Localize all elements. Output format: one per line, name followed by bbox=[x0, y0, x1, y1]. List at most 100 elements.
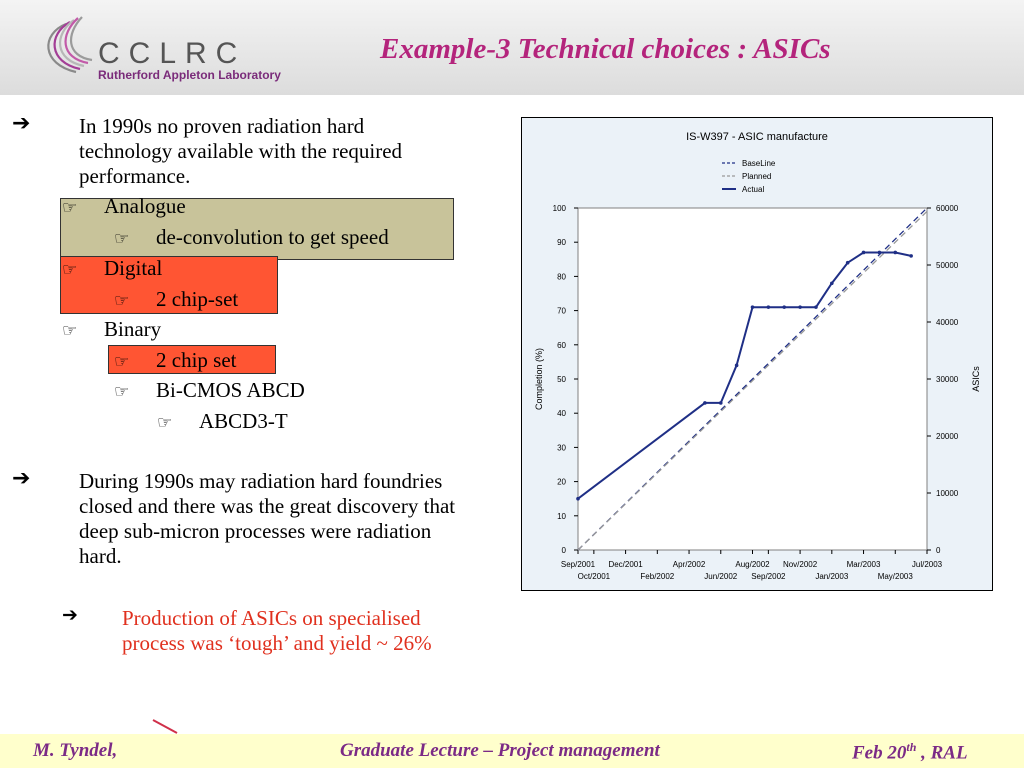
footer-date-sup: th bbox=[906, 740, 917, 754]
list-item-chipset: ☞ 2 chip-set bbox=[114, 286, 238, 314]
series-actual-point bbox=[861, 250, 866, 255]
x-tick-label: Oct/2001 bbox=[578, 572, 611, 581]
footer-date-day: Feb 20 bbox=[852, 742, 907, 764]
series-actual-point bbox=[893, 250, 898, 255]
y-tick-label: 80 bbox=[557, 272, 566, 281]
x-tick-label: Nov/2002 bbox=[783, 560, 818, 569]
hand-pointer-icon: ☞ bbox=[62, 198, 78, 218]
bullet-arrow-icon: ➔ bbox=[12, 466, 31, 491]
series-actual-point bbox=[718, 401, 723, 405]
y-tick-label: 30 bbox=[557, 443, 566, 452]
y2-tick-label: 10000 bbox=[936, 489, 959, 498]
series-actual-point bbox=[877, 250, 882, 255]
y-tick-label: 50 bbox=[557, 375, 566, 384]
list-item-deconvolution: ☞ de-convolution to get speed bbox=[114, 224, 389, 252]
digital-highlight bbox=[60, 256, 278, 314]
list-item-binary-chipset: ☞ 2 chip set bbox=[114, 347, 236, 375]
logo-org-text: CCLRC bbox=[98, 37, 247, 70]
slide-header bbox=[0, 0, 1024, 95]
list-item-label: ABCD3-T bbox=[199, 409, 288, 433]
chart-panel: IS-W397 - ASIC manufacture 0 10 20 30 40 50 60 7… bbox=[521, 117, 993, 591]
x-tick-label: Sep/2002 bbox=[751, 572, 786, 581]
hand-pointer-icon: ☞ bbox=[62, 260, 78, 280]
series-actual-point bbox=[766, 305, 771, 309]
x-tick-label: May/2003 bbox=[878, 572, 914, 581]
footer-course: Graduate Lecture – Project management bbox=[340, 740, 660, 761]
series-planned-line bbox=[577, 210, 928, 551]
list-item-label: Digital bbox=[104, 256, 163, 280]
series-actual-point bbox=[909, 254, 913, 258]
bullet-text: During 1990s may radiation hard foundrie… bbox=[79, 469, 456, 568]
x-tick-label: Jul/2003 bbox=[912, 560, 943, 569]
logo-lab-text: Rutherford Appleton Laboratory bbox=[98, 68, 281, 82]
series-actual-point bbox=[798, 305, 802, 309]
y-tick-label: 60 bbox=[557, 341, 566, 350]
y2-tick-label: 20000 bbox=[936, 432, 959, 441]
list-item-label: Analogue bbox=[104, 194, 186, 218]
slide-title: Example-3 Technical choices : ASICs bbox=[380, 33, 831, 65]
hand-pointer-icon: ☞ bbox=[114, 291, 130, 311]
legend-label: BaseLine bbox=[742, 159, 776, 168]
list-item-label: Bi-CMOS ABCD bbox=[156, 378, 305, 402]
series-actual-point bbox=[750, 305, 755, 309]
y2-tick-label: 40000 bbox=[936, 318, 959, 327]
list-item-label: de-convolution to get speed bbox=[156, 225, 389, 249]
y2-axis-label: ASICs bbox=[971, 366, 981, 392]
hand-pointer-icon: ☞ bbox=[114, 352, 130, 372]
legend-label: Planned bbox=[742, 172, 771, 181]
legend-label: Actual bbox=[742, 185, 764, 194]
series-actual-point bbox=[830, 281, 834, 286]
y-tick-label: 20 bbox=[557, 478, 566, 487]
x-tick-label: Mar/2003 bbox=[847, 560, 881, 569]
series-actual-point bbox=[845, 260, 850, 265]
hand-pointer-icon: ☞ bbox=[62, 321, 78, 341]
y-tick-label: 0 bbox=[562, 546, 567, 555]
y-tick-label: 10 bbox=[557, 512, 566, 521]
stray-line-decoration bbox=[152, 719, 178, 734]
bullet-text: In 1990s no proven radiation hard techno… bbox=[79, 114, 403, 188]
x-tick-label: Jun/2002 bbox=[704, 572, 737, 581]
series-actual-point bbox=[814, 305, 818, 309]
x-tick-label: Dec/2001 bbox=[608, 560, 643, 569]
list-item-label: Binary bbox=[104, 317, 162, 341]
list-item-label: 2 chip-set bbox=[156, 287, 239, 311]
x-tick-label: Jan/2003 bbox=[815, 572, 848, 581]
bullet-arrow-icon: ➔ bbox=[62, 604, 78, 626]
list-item-digital: ☞ Digital bbox=[62, 255, 162, 283]
x-tick-label: Aug/2002 bbox=[735, 560, 770, 569]
x-tick-label: Sep/2001 bbox=[561, 560, 596, 569]
list-item-bicmos: ☞ Bi-CMOS ABCD bbox=[114, 377, 305, 405]
y-axis-label: Completion (%) bbox=[534, 348, 544, 410]
y-tick-label: 90 bbox=[557, 238, 566, 247]
hand-pointer-icon: ☞ bbox=[157, 413, 173, 433]
y-tick-label: 70 bbox=[557, 307, 566, 316]
y-tick-label: 40 bbox=[557, 409, 566, 418]
list-item-abcd3t: ☞ ABCD3-T bbox=[157, 408, 288, 436]
slide-footer bbox=[0, 734, 1024, 768]
footer-author: M. Tyndel, bbox=[33, 740, 118, 761]
chart-title: IS-W397 - ASIC manufacture bbox=[686, 131, 828, 143]
series-actual-point bbox=[576, 496, 580, 501]
analogue-highlight bbox=[60, 198, 454, 260]
binary-chipset-highlight bbox=[108, 345, 276, 374]
hand-pointer-icon: ☞ bbox=[114, 382, 130, 402]
y2-tick-label: 50000 bbox=[936, 261, 959, 270]
series-actual-point bbox=[734, 363, 739, 368]
y-tick-label: 100 bbox=[553, 204, 567, 213]
footer-place: , RAL bbox=[916, 742, 968, 764]
hand-pointer-icon: ☞ bbox=[114, 229, 130, 249]
y2-tick-label: 60000 bbox=[936, 204, 959, 213]
bullet-text: Production of ASICs on specialised proce… bbox=[122, 606, 432, 655]
list-item-binary: ☞ Binary bbox=[62, 316, 161, 344]
y2-tick-label: 30000 bbox=[936, 375, 959, 384]
series-actual-point bbox=[782, 305, 787, 309]
series-actual-point bbox=[703, 401, 707, 405]
asic-manufacture-chart: IS-W397 - ASIC manufacture 0 10 20 30 40 50 60 7… bbox=[534, 131, 981, 581]
list-item-label: 2 chip set bbox=[156, 348, 237, 372]
cclrc-logo-icon bbox=[47, 16, 93, 74]
y2-tick-label: 0 bbox=[936, 546, 941, 555]
bullet-arrow-icon: ➔ bbox=[12, 111, 31, 136]
x-tick-label: Feb/2002 bbox=[640, 572, 674, 581]
list-item-analogue: ☞ Analogue bbox=[62, 193, 186, 221]
x-tick-label: Apr/2002 bbox=[673, 560, 706, 569]
